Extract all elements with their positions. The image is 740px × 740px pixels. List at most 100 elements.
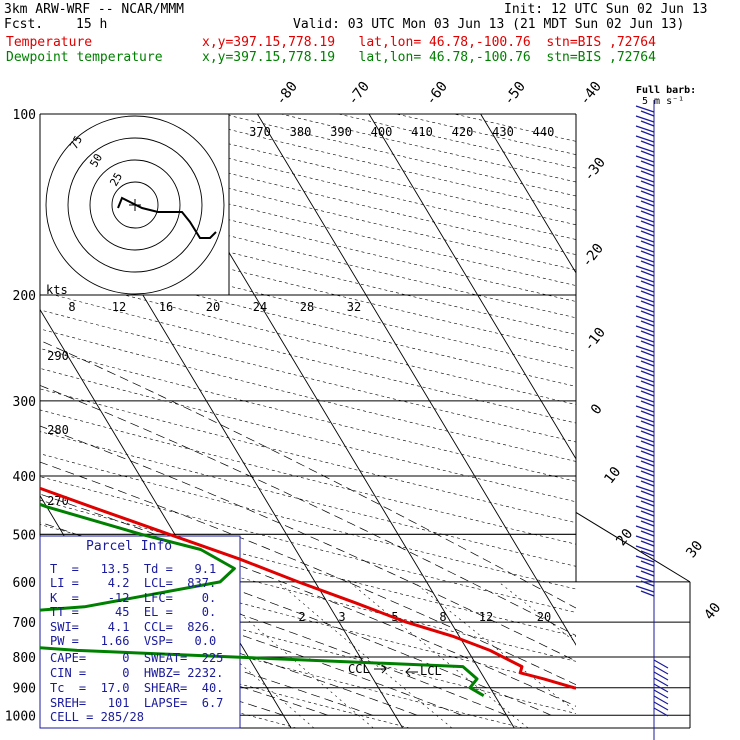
dry-adiabat-line [338, 114, 576, 169]
theta-label: 400 [371, 125, 393, 139]
barb-legend-label: Full barb: [636, 85, 696, 96]
wind-barb [653, 671, 669, 681]
forecast-hour: 15 h [76, 17, 108, 32]
wind-barb [635, 265, 655, 277]
theta-label: 390 [330, 125, 352, 139]
temperature-location: x,y=397.15,778.19 lat,lon= 46.78,-100.76… [202, 35, 656, 50]
dry-adiabat-line [40, 629, 410, 728]
forecast-label: Fcst. [4, 17, 44, 32]
wind-barb [635, 275, 655, 287]
dry-adiabat-line [280, 114, 576, 183]
wind-barb [635, 145, 655, 157]
dry-adiabat-line [40, 499, 576, 637]
hodograph-speed-tick: 16 [159, 300, 173, 314]
hodograph-ring [111, 181, 159, 229]
wind-barb [635, 225, 655, 237]
wind-barb [635, 335, 655, 347]
isotherm-label: 0 [588, 401, 606, 417]
pressure-tick-label: 400 [13, 470, 36, 485]
mixing-ratio-line [349, 581, 529, 728]
isotherm-label: -30 [581, 155, 609, 185]
parcel-row: PW = 1.66 VSP= 0.0 [50, 634, 217, 648]
dewpoint-location: x,y=397.15,778.19 lat,lon= 46.78,-100.76… [202, 50, 656, 65]
mixing-ratio-label: 20 [537, 610, 551, 624]
isotherm-label: -60 [423, 79, 451, 109]
dewpoint-profile-line [40, 502, 485, 697]
isotherm-label: 30 [683, 538, 706, 561]
mixing-ratio-line [498, 581, 576, 643]
wind-barb [635, 235, 655, 247]
parcel-row: CAPE= 0 SWEAT= 225 [50, 651, 224, 665]
parcel-row: SWI= 4.1 CCL= 826. [50, 620, 217, 634]
wind-barb [635, 355, 655, 367]
moist-adiabat-line [40, 425, 576, 662]
dry-adiabat-line [454, 114, 576, 142]
dry-adiabat-line [40, 291, 576, 424]
wind-barb [635, 295, 655, 307]
mixing-ratio-line [277, 581, 453, 728]
pressure-tick-label: 600 [13, 576, 36, 591]
wind-barb [635, 575, 655, 587]
wind-barb [653, 659, 669, 669]
wind-barb [635, 485, 655, 497]
pressure-tick-label: 500 [13, 528, 36, 543]
wind-barb [653, 683, 669, 693]
theta-label: 280 [47, 423, 69, 437]
dry-adiabat-line [40, 272, 576, 405]
mixing-ratio-label: 8 [439, 610, 446, 624]
isotherm-line [704, 114, 740, 728]
wind-barb [635, 135, 655, 147]
ccl-label: CCL [348, 662, 370, 676]
wind-barb [635, 125, 655, 137]
theta-label: 440 [533, 125, 555, 139]
parcel-row: K = -12 LFC= 0. [50, 591, 217, 605]
wind-barb [635, 535, 655, 547]
mixing-ratio-label: 12 [479, 610, 493, 624]
dry-adiabat-line [40, 348, 576, 482]
dry-adiabat-line [40, 309, 576, 443]
isotherm-label: -50 [501, 79, 529, 109]
theta-label: 410 [411, 125, 433, 139]
lcl-arrow [405, 667, 418, 677]
temperature-legend-label: Temperature [6, 35, 93, 50]
wind-barb [635, 345, 655, 357]
parcel-row: TT = 45 EL = 0. [50, 605, 217, 619]
isotherm-line [480, 114, 576, 274]
wind-barb [635, 255, 655, 267]
hodograph-speed-tick: 28 [300, 300, 314, 314]
hodograph-speed-tick: 32 [347, 300, 361, 314]
parcel-row: CELL = 285/28 [50, 710, 144, 724]
init-time: Init: 12 UTC Sun 02 Jun 13 [504, 2, 708, 17]
wind-barb [635, 465, 655, 477]
wind-barb [635, 395, 655, 407]
dry-adiabat-line [40, 575, 576, 714]
moist-adiabat-line [40, 607, 373, 716]
dry-adiabat-line [40, 453, 576, 590]
dewpoint-legend-label: Dewpoint temperature [6, 50, 163, 65]
hodograph-ring-label: 50 [87, 152, 105, 170]
wind-barb [635, 285, 655, 297]
pressure-tick-label: 200 [13, 289, 36, 304]
parcel-row: LI = 4.2 LCL= 837. [50, 576, 217, 590]
wind-barb [635, 495, 655, 507]
hodograph-speed-tick: 24 [253, 300, 267, 314]
dry-adiabat-line [40, 476, 576, 613]
pressure-tick-label: 800 [13, 651, 36, 666]
wind-barb [653, 677, 669, 687]
hodograph-ring [67, 137, 203, 273]
hodograph-ring-label: 25 [107, 171, 125, 189]
hodograph-ring [45, 115, 225, 295]
wind-barb [635, 475, 655, 487]
hodograph-ring-label: 75 [67, 134, 85, 152]
theta-label: 380 [290, 125, 312, 139]
wind-barb [635, 105, 655, 117]
isotherm-line [592, 114, 740, 728]
wind-barb [635, 585, 655, 597]
pressure-tick-label: 100 [13, 108, 36, 123]
isotherm-line [257, 114, 576, 646]
parcel-info-title: Parcel Info [86, 539, 173, 554]
parcel-row: T = 13.5 Td = 9.1 [50, 562, 217, 576]
isotherm-label: -40 [577, 79, 605, 109]
